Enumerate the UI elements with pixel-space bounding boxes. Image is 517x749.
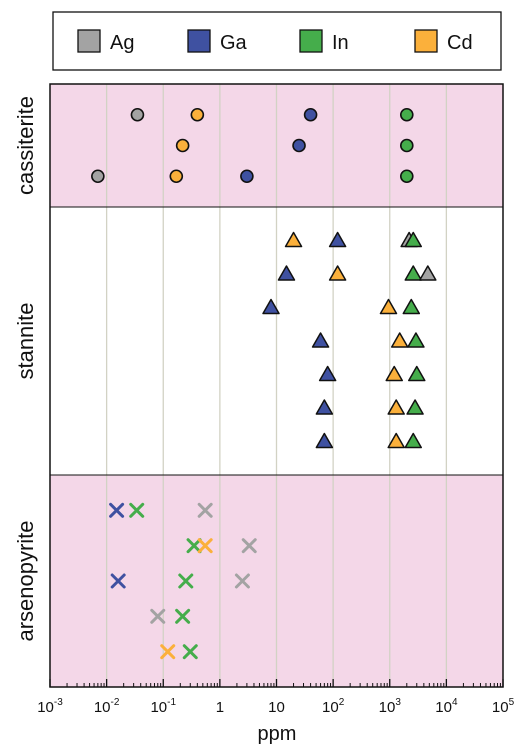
x-tick-label: 10-1 xyxy=(150,697,176,716)
arsenopyrite-cd-point xyxy=(197,538,213,554)
stannite-ag-point xyxy=(419,265,437,281)
arsenopyrite-ag-point xyxy=(241,538,257,554)
legend-swatch-in xyxy=(299,29,323,53)
x-tick-label: 105 xyxy=(492,697,515,716)
stannite-ga-point xyxy=(277,265,296,281)
stannite-cd-point xyxy=(387,432,405,449)
stannite-in-point xyxy=(408,365,426,382)
arsenopyrite-cd-point xyxy=(160,644,176,660)
cassiterite-in-point xyxy=(399,138,414,153)
stannite-cd-point xyxy=(328,265,347,281)
arsenopyrite-in-point xyxy=(178,573,194,589)
stannite-ga-point xyxy=(328,231,347,248)
stannite-in-point xyxy=(402,298,421,315)
arsenopyrite-ga-point xyxy=(109,502,125,518)
x-tick-label: 10-3 xyxy=(37,697,63,716)
stannite-cd-point xyxy=(387,399,405,415)
cassiterite-in-point xyxy=(399,107,414,122)
x-axis-title: ppm xyxy=(258,723,297,745)
legend-label-ag: Ag xyxy=(110,32,134,54)
cassiterite-ag-point xyxy=(130,107,145,122)
cassiterite-cd-point xyxy=(175,138,190,153)
stannite-ga-point xyxy=(318,365,337,382)
plot-frame xyxy=(49,83,504,688)
stannite-cd-point xyxy=(390,332,409,348)
x-tick-label: 102 xyxy=(322,697,345,716)
x-tick-label: 1 xyxy=(216,699,224,716)
band-label-cassiterite: cassiterite xyxy=(13,96,38,195)
stannite-cd-point xyxy=(385,365,403,382)
data-points xyxy=(91,107,437,660)
band-label-stannite: stannite xyxy=(13,302,38,379)
arsenopyrite-in-point xyxy=(129,502,145,518)
legend-swatch-ga xyxy=(187,29,211,53)
stannite-in-point xyxy=(404,265,422,281)
decade-gridlines xyxy=(105,84,448,687)
legend-label-ga: Ga xyxy=(220,32,248,54)
cassiterite-ga-point xyxy=(303,107,318,122)
cassiterite-ga-point xyxy=(292,138,306,153)
legend: Ag Ga In Cd xyxy=(52,11,502,71)
stannite-ga-point xyxy=(315,432,334,449)
stannite-ga-point xyxy=(315,399,334,415)
stannite-ga-point xyxy=(262,298,280,315)
x-tick-label: 104 xyxy=(435,697,458,716)
x-tick-label: 10 xyxy=(268,699,285,716)
legend-swatch-ag xyxy=(77,29,101,53)
stannite-ga-point xyxy=(311,332,330,348)
band-label-arsenopyrite: arsenopyrite xyxy=(13,520,38,641)
cassiterite-cd-point xyxy=(190,107,205,122)
cassiterite-in-point xyxy=(399,169,414,184)
arsenopyrite-ag-point xyxy=(234,573,250,589)
stannite-in-point xyxy=(404,231,422,248)
stannite-in-point xyxy=(407,332,425,348)
cassiterite-ga-point xyxy=(240,169,254,184)
arsenopyrite-in-point xyxy=(175,608,191,624)
cassiterite-ag-point xyxy=(91,169,105,184)
x-axis-ticks: 10-3 10-2 10-1 1 10 102 103 104 105 xyxy=(37,679,515,716)
arsenopyrite-in-point xyxy=(186,538,202,554)
arsenopyrite-ag-point xyxy=(150,608,166,624)
x-tick-label: 103 xyxy=(379,697,402,716)
x-tick-label: 10-2 xyxy=(94,697,120,716)
arsenopyrite-in-point xyxy=(182,644,198,660)
cassiterite-cd-point xyxy=(169,169,184,184)
legend-label-in: In xyxy=(332,32,349,54)
stannite-cd-point xyxy=(379,298,398,315)
arsenopyrite-ga-point xyxy=(110,573,126,589)
arsenopyrite-ag-point xyxy=(197,502,213,518)
band-labels: cassiterite stannite arsenopyrite xyxy=(13,96,38,642)
stannite-in-point xyxy=(406,399,424,415)
stannite-cd-point xyxy=(284,231,303,248)
legend-swatch-cd xyxy=(414,29,438,53)
stannite-in-point xyxy=(404,432,422,449)
legend-label-cd: Cd xyxy=(447,32,473,54)
